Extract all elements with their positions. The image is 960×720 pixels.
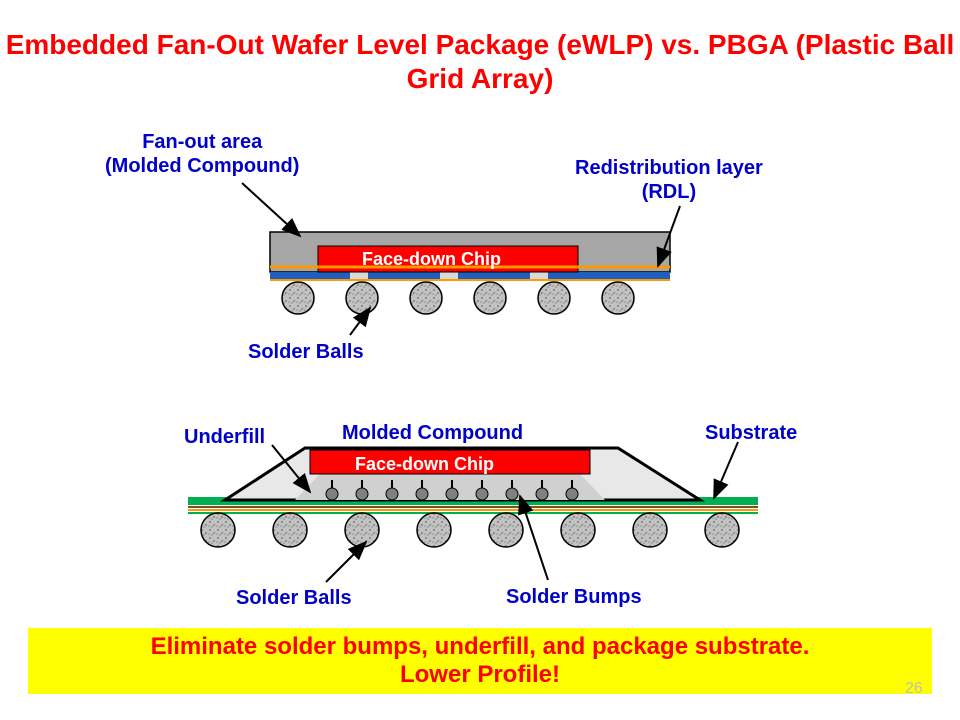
- diagram-svg: [0, 0, 960, 720]
- label-molded: Molded Compound: [342, 421, 523, 445]
- highlight-line1: Eliminate solder bumps, underfill, and p…: [151, 633, 810, 661]
- label-solderballs1: Solder Balls: [248, 340, 364, 364]
- main-title: Embedded Fan-Out Wafer Level Package (eW…: [0, 28, 960, 95]
- highlight-box: Eliminate solder bumps, underfill, and p…: [28, 628, 932, 694]
- label-solderballs2: Solder Balls: [236, 586, 352, 610]
- chip2-label: Face-down Chip: [355, 454, 494, 475]
- page-number: 26: [905, 680, 923, 698]
- chip1-label: Face-down Chip: [362, 249, 501, 270]
- label-fanout: Fan-out area(Molded Compound): [105, 130, 299, 178]
- label-solderbumps: Solder Bumps: [506, 585, 642, 609]
- label-underfill: Underfill: [184, 425, 265, 449]
- label-rdl: Redistribution layer(RDL): [575, 156, 763, 204]
- highlight-line2: Lower Profile!: [400, 661, 560, 689]
- label-substrate: Substrate: [705, 421, 797, 445]
